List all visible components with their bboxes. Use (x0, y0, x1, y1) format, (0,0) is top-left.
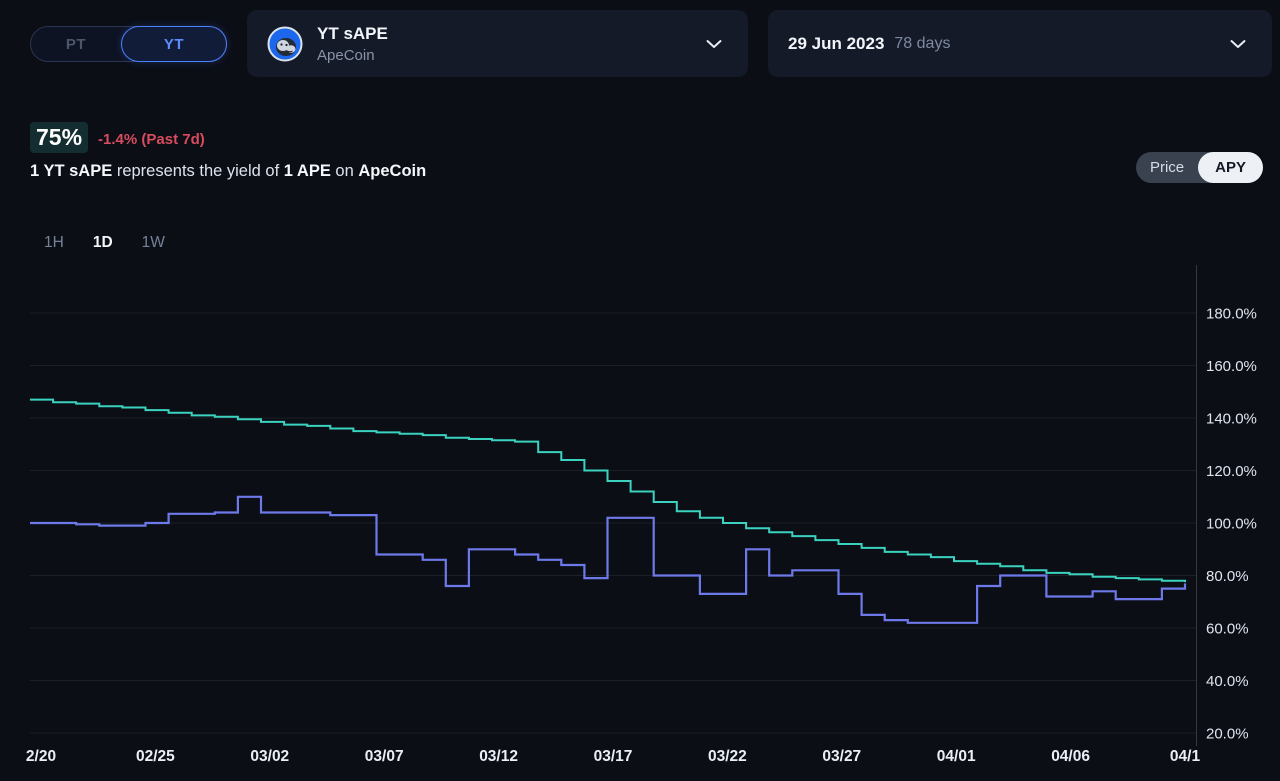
apy-change-7d: -1.4% (Past 7d) (98, 130, 205, 148)
apy-stat-row: 75% -1.4% (Past 7d) (30, 122, 205, 153)
x-axis-label: 04/01 (937, 748, 976, 765)
market-subtitle: ApeCoin (317, 46, 375, 64)
apy-toggle-option[interactable]: APY (1198, 152, 1263, 183)
x-axis-label: 03/22 (708, 748, 747, 765)
description-segment: 1 APE (283, 162, 331, 180)
chevron-down-icon (706, 39, 722, 48)
x-axis-label: 03/07 (365, 748, 404, 765)
maturity-days-remaining: 78 days (894, 34, 951, 52)
x-axis-label: 02/25 (136, 748, 175, 765)
pt-toggle-option[interactable]: PT (65, 35, 87, 53)
apecoin-token-icon (267, 26, 303, 61)
maturity-date: 29 Jun 2023 (788, 33, 885, 53)
y-axis-label: 140.0% (1206, 411, 1257, 428)
maturity-selector-dropdown[interactable]: 29 Jun 2023 78 days (768, 10, 1272, 77)
x-axis-label: 03/17 (594, 748, 633, 765)
market-title: YT sAPE (317, 23, 388, 43)
description-segment: on (330, 162, 359, 180)
chevron-down-icon (1230, 39, 1246, 48)
x-axis-label: 04/1 (1170, 748, 1201, 765)
price-apy-toggle: Price APY (1135, 152, 1263, 183)
y-axis-label: 80.0% (1206, 568, 1249, 585)
x-axis-label: 03/02 (250, 748, 289, 765)
y-axis-label: 120.0% (1206, 463, 1257, 480)
y-axis-label: 60.0% (1206, 621, 1249, 638)
range-tab-1h[interactable]: 1H (44, 234, 64, 251)
y-axis-label: 20.0% (1206, 726, 1249, 743)
x-axis-label: 04/06 (1051, 748, 1090, 765)
y-axis-label: 160.0% (1206, 358, 1257, 375)
description-segment: 1 YT sAPE (30, 162, 113, 180)
market-labels: YT sAPE ApeCoin (317, 24, 388, 64)
apy-chart[interactable]: 180.0% 160.0% 140.0% 120.0% 100.0% 80.0% 60.0%… (0, 260, 1280, 781)
yt-description: 1 YT sAPE represents the yield of 1 APE … (30, 162, 426, 181)
pt-yt-toggle: PT YT (30, 26, 227, 62)
x-axis-label: 03/27 (822, 748, 861, 765)
y-axis-label: 40.0% (1206, 673, 1249, 690)
y-axis-label: 100.0% (1206, 516, 1257, 533)
yt-toggle-option[interactable]: YT (121, 26, 227, 62)
y-axis-label: 180.0% (1206, 306, 1257, 323)
price-toggle-option[interactable]: Price (1149, 159, 1185, 176)
x-axis-label: 03/12 (479, 748, 518, 765)
range-tab-1w[interactable]: 1W (141, 234, 165, 251)
series-teal-underlying-line (30, 398, 1186, 583)
current-apy-value: 75% (30, 122, 89, 153)
market-selector-dropdown[interactable]: YT sAPE ApeCoin (247, 10, 748, 77)
range-tab-1d[interactable]: 1D (92, 234, 113, 251)
description-segment: ApeCoin (358, 162, 427, 180)
x-axis-label: 2/20 (26, 748, 56, 765)
time-range-tabs: 1H 1D 1W (44, 234, 165, 252)
series-purple-implied-line (30, 495, 1187, 624)
description-segment: represents the yield of (112, 162, 284, 180)
